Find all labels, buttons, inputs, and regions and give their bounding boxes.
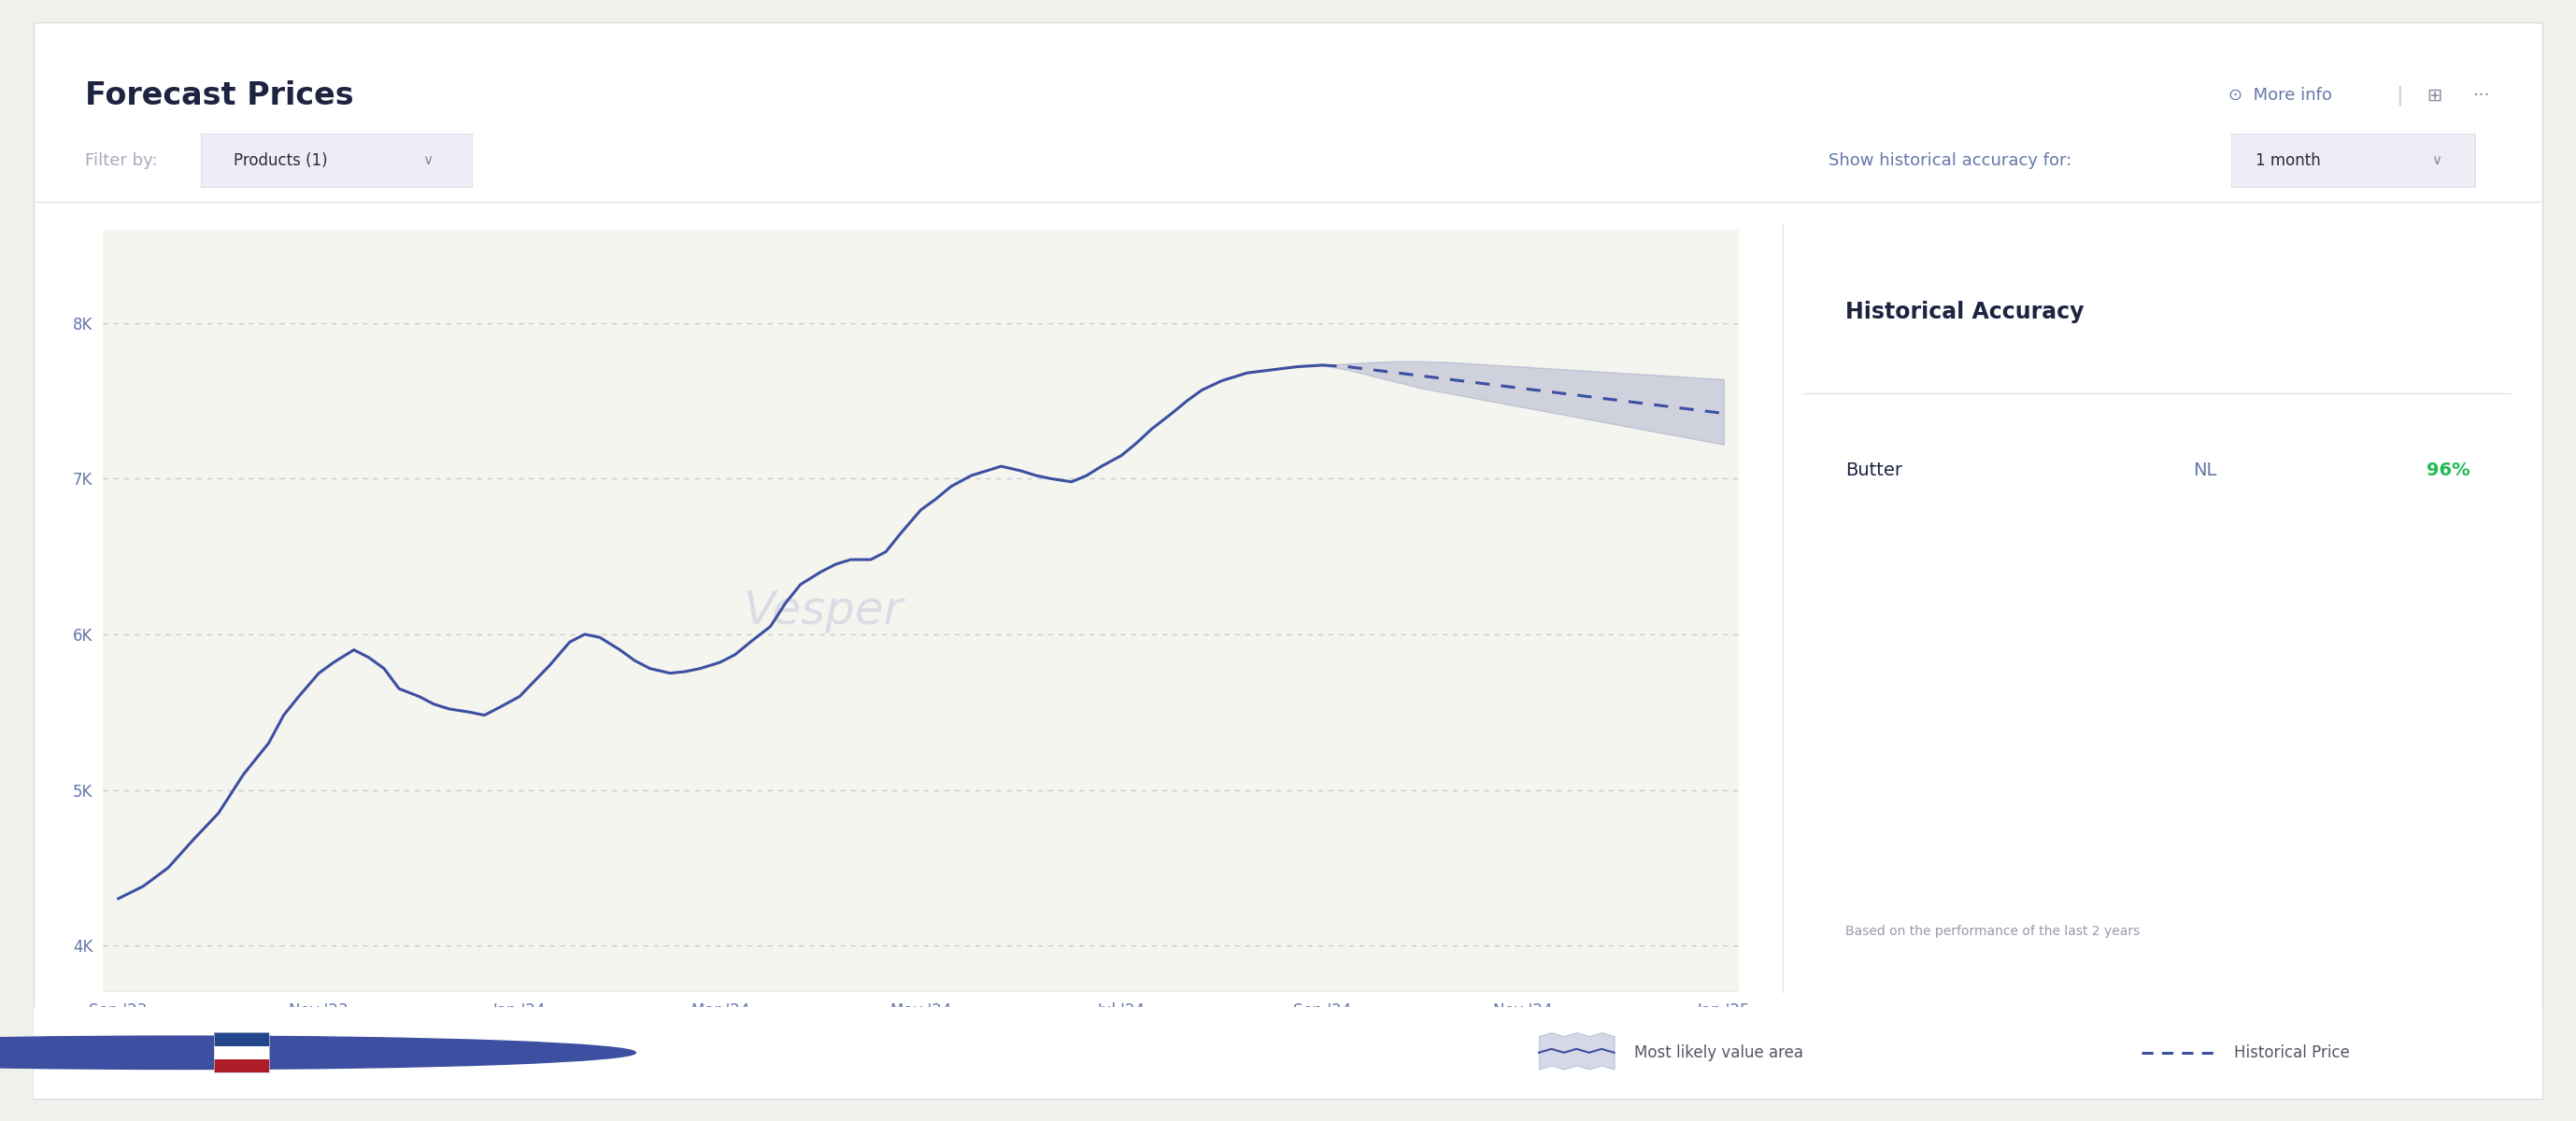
Text: Forecast Prices: Forecast Prices	[85, 80, 353, 111]
Text: Butter: Butter	[1844, 461, 1904, 479]
Text: ···: ···	[2473, 86, 2491, 104]
Bar	[214, 1046, 270, 1059]
Text: ⊙  More info: ⊙ More info	[2228, 86, 2331, 103]
Text: Legend:: Legend:	[54, 1045, 121, 1060]
Text: Butter (NL): Butter (NL)	[283, 1045, 376, 1060]
Circle shape	[0, 1036, 636, 1069]
Text: |: |	[2396, 85, 2403, 105]
Text: Most likely value area: Most likely value area	[1633, 1045, 1803, 1060]
Text: ∨: ∨	[2432, 154, 2442, 167]
Text: Historical Accuracy: Historical Accuracy	[1844, 300, 2084, 323]
Text: 96%: 96%	[2427, 461, 2470, 479]
Text: ⊞: ⊞	[2427, 86, 2442, 104]
Text: NL: NL	[2192, 461, 2215, 479]
Text: Based on the performance of the last 2 years: Based on the performance of the last 2 y…	[1844, 925, 2141, 938]
Bar	[214, 1059, 270, 1073]
Text: Filter by:: Filter by:	[85, 151, 157, 168]
Text: 1 month: 1 month	[2257, 151, 2321, 168]
Text: Products (1): Products (1)	[234, 151, 327, 168]
Text: Vesper: Vesper	[742, 589, 902, 633]
Text: ∨: ∨	[422, 154, 433, 167]
Text: Show historical accuracy for:: Show historical accuracy for:	[1829, 151, 2071, 168]
Bar	[214, 1032, 270, 1073]
Text: Historical Price: Historical Price	[2233, 1045, 2349, 1060]
Bar	[214, 1032, 270, 1046]
